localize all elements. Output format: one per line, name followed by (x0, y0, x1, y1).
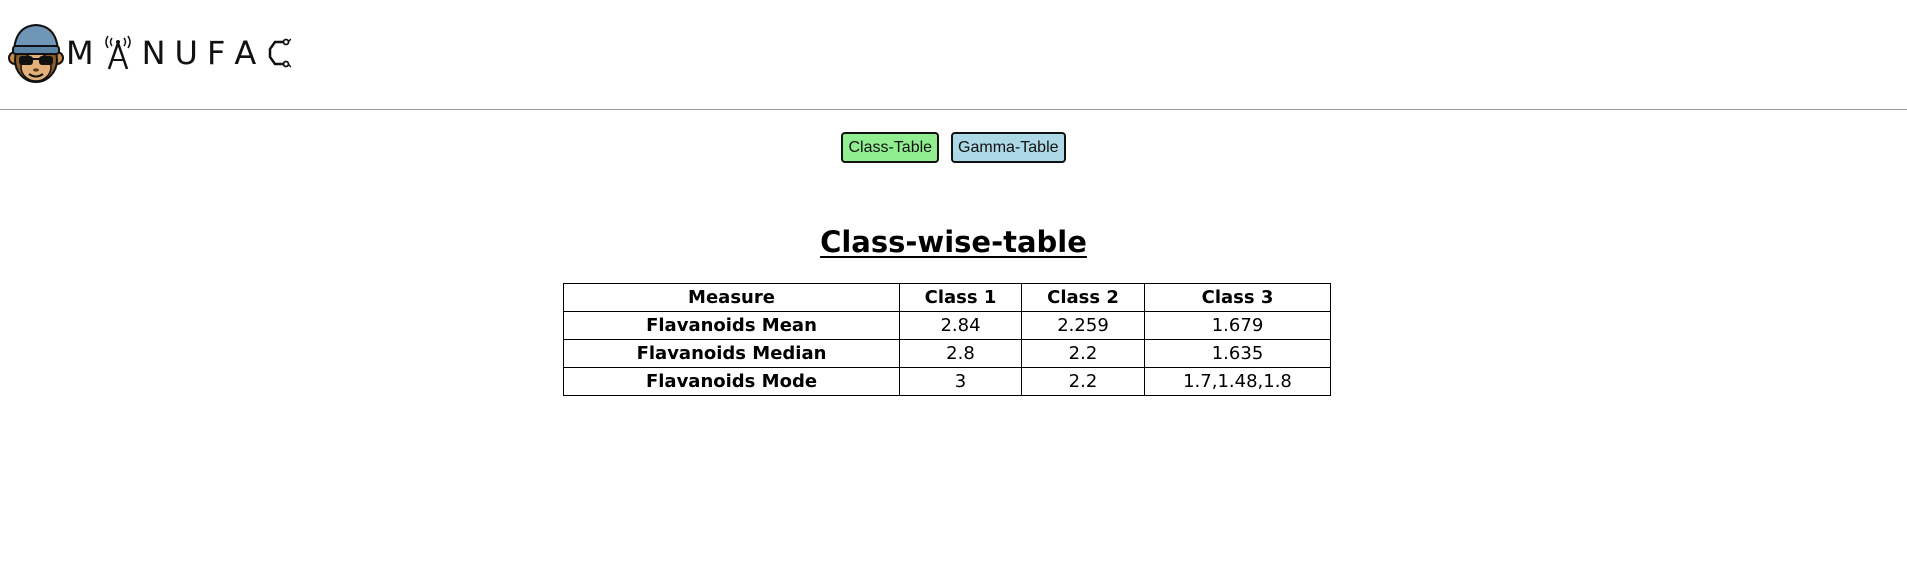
radio-tower-icon (104, 35, 131, 70)
table-cell: 2.84 (899, 311, 1022, 340)
logo-letter: M (66, 34, 94, 72)
class-table-button[interactable]: Class-Table (841, 132, 940, 163)
table-header-row: Measure Class 1 Class 2 Class 3 (563, 283, 1331, 312)
logo-letter: F (206, 34, 226, 72)
table-toggle-buttons: Class-Table Gamma-Table (0, 132, 1907, 163)
logo[interactable]: M N U F A (8, 20, 300, 86)
table-cell: 2.2 (1021, 367, 1145, 396)
column-header: Class 2 (1021, 283, 1145, 312)
row-label: Flavanoids Median (563, 339, 900, 368)
monkey-mascot-icon (8, 23, 64, 83)
table-cell: 1.679 (1144, 311, 1331, 340)
table-cell: 1.635 (1144, 339, 1331, 368)
table-cell: 1.7,1.48,1.8 (1144, 367, 1331, 396)
gamma-table-button[interactable]: Gamma-Table (951, 132, 1066, 163)
column-header: Class 1 (899, 283, 1022, 312)
class-wise-table-container: Measure Class 1 Class 2 Class 3 Flavanoi… (563, 283, 1331, 396)
table-row: Flavanoids Median 2.8 2.2 1.635 (563, 339, 1331, 368)
table-cell: 3 (899, 367, 1022, 396)
circuit-c-icon (269, 38, 292, 68)
row-label: Flavanoids Mode (563, 367, 900, 396)
table-cell: 2.8 (899, 339, 1022, 368)
table-row: Flavanoids Mode 3 2.2 1.7,1.48,1.8 (563, 367, 1331, 396)
column-header: Measure (563, 283, 900, 312)
logo-wordmark: M N U F A (66, 33, 300, 73)
page-title: Class-wise-table (820, 225, 1087, 259)
column-header: Class 3 (1144, 283, 1331, 312)
row-label: Flavanoids Mean (563, 311, 900, 340)
table-row: Flavanoids Mean 2.84 2.259 1.679 (563, 311, 1331, 340)
logo-letter: A (234, 34, 257, 72)
table-cell: 2.2 (1021, 339, 1145, 368)
logo-letter: U (174, 34, 198, 72)
header: M N U F A (0, 0, 1907, 110)
class-wise-table: Measure Class 1 Class 2 Class 3 Flavanoi… (563, 283, 1331, 396)
logo-letter: N (141, 34, 166, 72)
table-cell: 2.259 (1021, 311, 1145, 340)
